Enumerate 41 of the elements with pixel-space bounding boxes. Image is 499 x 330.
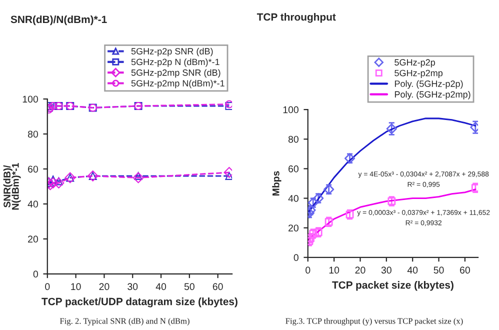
- legend-label: 5GHz-p2p N (dBm)*-1: [131, 58, 220, 67]
- y-tick-label: 80: [28, 130, 38, 138]
- x-tick-label: 10: [71, 283, 81, 290]
- x-tick-label: 50: [184, 283, 194, 290]
- y-tick-label: 20: [28, 236, 38, 243]
- y-axis-title: SNR(dB)/ N(dBm)*-1: [3, 162, 21, 210]
- legend-label: Poly. (5GHz-p2p): [394, 80, 463, 89]
- legend-label: 5GHz-p2mp N(dBm)*-1: [131, 80, 224, 88]
- y-tick-label: 80: [288, 136, 298, 143]
- caption: Fig. 2. Typical SNR (dB) and N (dBm): [60, 318, 190, 326]
- y-tick-label: 20: [288, 224, 298, 232]
- y-tick-label: 40: [288, 195, 298, 202]
- x-tick-label: 30: [128, 283, 138, 290]
- chart-title: SNR(dB)/N(dBm)*-1: [10, 15, 107, 26]
- y-tick-label: 60: [28, 166, 38, 173]
- x-tick-label: 0: [45, 283, 50, 290]
- x-axis-title: TCP packet/UDP datagram size (kbytes): [42, 298, 238, 308]
- y-tick-label: 60: [288, 165, 298, 172]
- caption: Fig.3. TCP throughput (y) versus TCP packet size (x): [286, 318, 463, 326]
- x-axis-title: TCP packet size (kbytes): [332, 281, 454, 291]
- legend-label: 5GHz-p2mp: [394, 70, 443, 78]
- y-axis-title: Mbps: [272, 171, 282, 196]
- x-tick-label: 50: [434, 266, 444, 274]
- x-tick-label: 20: [99, 283, 110, 290]
- legend-label: 5GHz-p2mp SNR (dB): [131, 69, 220, 78]
- x-tick-label: 10: [329, 266, 340, 274]
- legend-label: Poly. (5GHz-p2mp): [394, 90, 470, 100]
- x-tick-label: 20: [355, 266, 366, 274]
- x-tick-label: 40: [407, 266, 418, 274]
- y-tick-label: 100: [22, 96, 38, 103]
- x-tick-label: 30: [381, 266, 392, 274]
- y-tick-label: 0: [294, 254, 298, 262]
- x-tick-label: 60: [460, 266, 470, 274]
- chart-title: TCP throughput: [256, 13, 336, 23]
- x-tick-label: 40: [156, 283, 166, 290]
- x-tick-label: 60: [212, 283, 223, 290]
- legend-label: 5GHz-p2p SNR (dB): [131, 48, 213, 56]
- y-tick-label: 40: [28, 200, 38, 208]
- y-tick-label: 100: [283, 106, 298, 114]
- legend-label: 5GHz-p2p: [394, 59, 435, 68]
- x-tick-label: 0: [306, 266, 310, 274]
